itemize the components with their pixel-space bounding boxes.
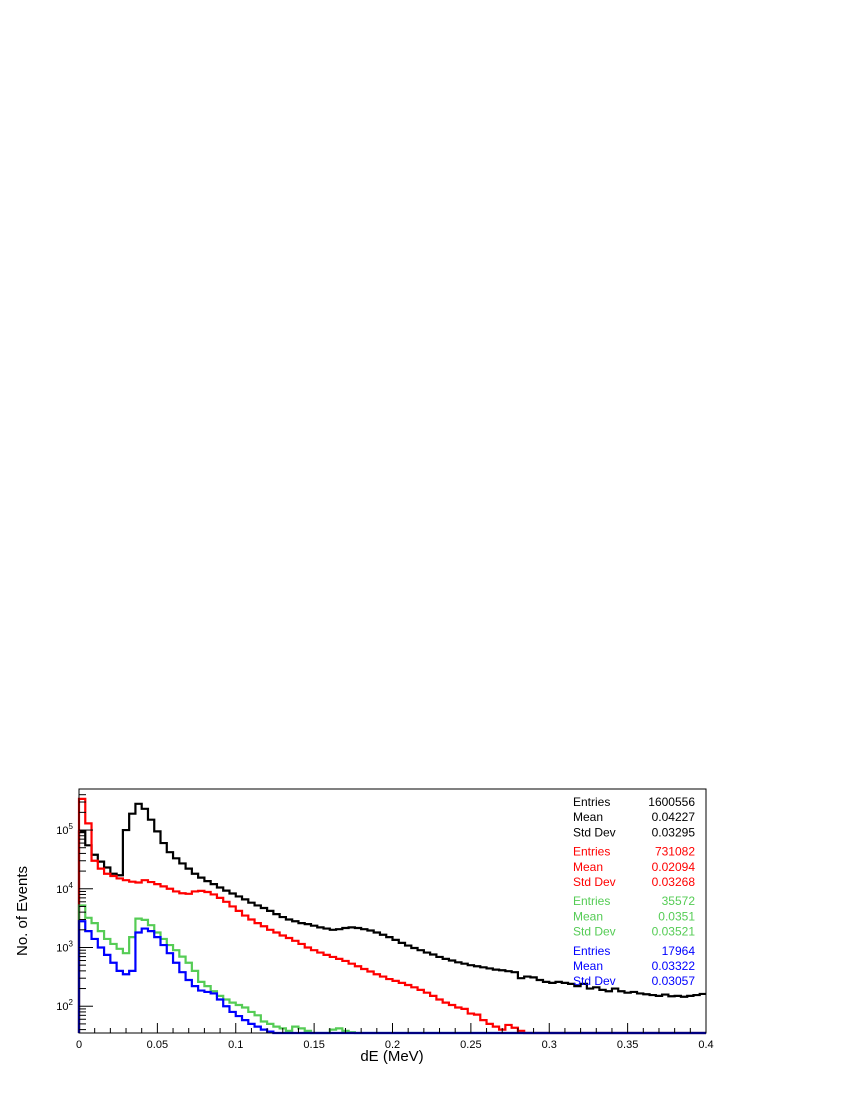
x-tick-label: 0.05	[147, 1039, 168, 1051]
stat-value: 0.03322	[652, 959, 696, 973]
x-tick-label: 0.35	[617, 1039, 638, 1051]
x-tick-label: 0.2	[385, 1039, 400, 1051]
x-axis-title: dE (MeV)	[360, 1048, 423, 1065]
stat-label: Entries	[573, 795, 610, 809]
stat-value: 17964	[662, 944, 696, 958]
stat-label: Std Dev	[573, 875, 616, 889]
y-axis: 102 103 104 105	[56, 788, 93, 1031]
stats-boxes: Entries 1600556 Mean 0.04227 Std Dev 0.03295 E…	[573, 795, 695, 988]
stat-value: 35572	[662, 894, 696, 908]
y-tick-label: 102	[56, 998, 73, 1013]
stat-value: 1600556	[648, 795, 695, 809]
stat-label: Entries	[573, 894, 610, 908]
stat-label: Entries	[573, 845, 610, 859]
stat-value: 731082	[655, 845, 695, 859]
x-tick-label: 0	[76, 1039, 82, 1051]
stat-value: 0.02094	[652, 860, 696, 874]
stat-label: Mean	[573, 810, 603, 824]
stat-label: Mean	[573, 959, 603, 973]
y-axis-title: No. of Events	[14, 866, 31, 956]
stat-label: Std Dev	[573, 974, 616, 988]
stat-value: 0.0351	[658, 909, 695, 923]
stat-value: 0.03268	[652, 875, 696, 889]
x-tick-label: 0.3	[542, 1039, 557, 1051]
y-tick-label: 103	[56, 939, 73, 954]
stat-label: Mean	[573, 860, 603, 874]
y-tick-label: 104	[56, 881, 73, 896]
x-tick-label: 0.1	[228, 1039, 243, 1051]
histogram-series-1	[77, 802, 706, 1033]
x-tick-label: 0.4	[698, 1039, 713, 1051]
stat-value: 0.03295	[652, 825, 696, 839]
stat-value: 0.04227	[652, 810, 696, 824]
x-tick-label: 0.15	[303, 1039, 324, 1051]
y-tick-label: 105	[56, 822, 73, 837]
stat-label: Std Dev	[573, 825, 616, 839]
stat-label: Entries	[573, 944, 610, 958]
stat-label: Mean	[573, 909, 603, 923]
stat-value: 0.03521	[652, 925, 696, 939]
stat-label: Std Dev	[573, 925, 616, 939]
x-tick-label: 0.25	[460, 1039, 481, 1051]
x-axis: 0 0.05 0.1 0.15 0.2 0.25 0.3 0.35 0.4	[76, 1023, 714, 1051]
stat-value: 0.03057	[652, 974, 696, 988]
